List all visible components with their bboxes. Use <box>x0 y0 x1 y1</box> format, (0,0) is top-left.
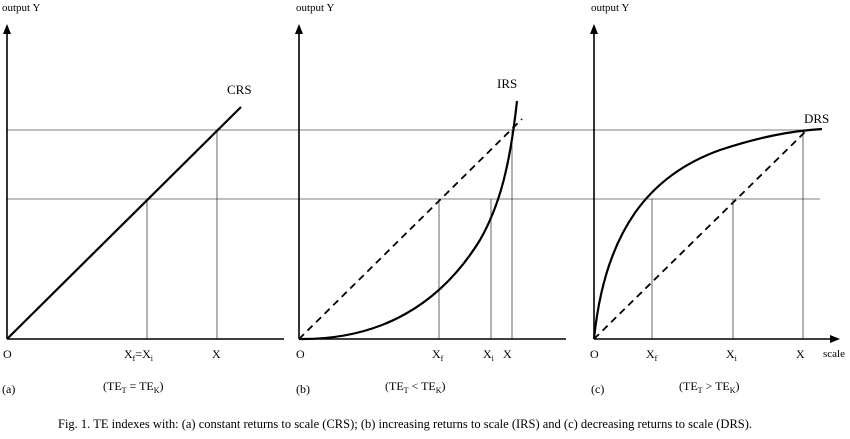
panel-b-tick-xi-sub: i <box>492 354 495 363</box>
panel-c-tick-xf-main: X <box>646 347 655 361</box>
panel-a-tick-xf-xi: Xf=Xi <box>124 347 154 363</box>
panel-a-tick-eq: =X <box>135 347 151 361</box>
cond-a-sub1: T <box>122 386 127 395</box>
panel-c-x-axis-arrow <box>830 335 840 343</box>
figure-caption: Fig. 1. TE indexes with: (a) constant re… <box>58 417 752 431</box>
panel-a: output Y CRS O Xf=Xi X (a) (TET = TEK) <box>2 2 284 396</box>
panel-c-tick-xi-sub: i <box>735 354 738 363</box>
cond-b-sub1: T <box>404 386 409 395</box>
cond-c-pre: (TE <box>679 379 698 393</box>
cond-c-sub2: K <box>730 386 736 395</box>
panel-a-tick-x: X <box>212 347 221 361</box>
panel-b-tick-xf-main: X <box>432 347 441 361</box>
panel-c-label: (c) <box>591 382 604 396</box>
cond-b-post: ) <box>442 379 446 393</box>
panel-c-y-axis-label: output Y <box>591 2 629 14</box>
panel-b-y-axis-label: output Y <box>296 2 334 14</box>
panel-b-condition: (TET < TEK) <box>385 379 446 395</box>
panel-b-tick-xi-main: X <box>483 347 492 361</box>
panel-b-tick-xi: Xi <box>483 347 495 363</box>
cond-c-sub1: T <box>698 386 703 395</box>
panel-c-x-axis-label: scale <box>823 348 845 360</box>
panel-c-tick-xf-sub: f <box>655 354 658 363</box>
panel-a-tick-xf: X <box>124 347 133 361</box>
panel-a-crs-curve <box>6 106 242 340</box>
panel-a-label: (a) <box>2 382 15 396</box>
panel-b-tick-xf: Xf <box>432 347 444 363</box>
panel-b-origin-label: O <box>296 347 305 361</box>
cond-a-sub2: K <box>154 386 160 395</box>
panel-a-tick-eq-sub: i <box>151 354 154 363</box>
cond-c-mid: > TE <box>703 379 730 393</box>
panel-a-y-axis-label: output Y <box>2 2 40 14</box>
panel-c-dashed-ray <box>593 131 806 340</box>
panel-b-irs-curve <box>298 100 519 341</box>
panel-c-tick-xi-main: X <box>726 347 735 361</box>
panel-c-tick-xi: Xi <box>726 347 738 363</box>
cond-a-pre: (TE <box>103 379 122 393</box>
panel-c-drs-curve <box>592 127 823 340</box>
panel-b-tick-x: X <box>503 347 512 361</box>
panel-b-label: (b) <box>296 382 310 396</box>
panel-c-origin-label: O <box>590 347 599 361</box>
cond-b-mid: < TE <box>409 379 436 393</box>
panel-c: output Y DRS O Xf Xi X scale (c) (TET > … <box>590 2 845 396</box>
panel-a-tick-xf-sub: f <box>133 354 136 363</box>
cond-b-sub2: K <box>436 386 442 395</box>
panel-b: output Y IRS O Xf Xi X (b) (TET < TEK) <box>295 2 566 396</box>
panel-a-origin-label: O <box>3 347 12 361</box>
panel-c-tick-x: X <box>796 347 805 361</box>
panel-b-tick-xf-sub: f <box>441 354 444 363</box>
panel-a-curve-label: CRS <box>227 82 252 97</box>
panel-a-y-axis-arrow <box>3 24 11 34</box>
panel-a-condition: (TET = TEK) <box>103 379 164 395</box>
cond-a-mid: = TE <box>127 379 154 393</box>
panel-b-y-axis-arrow <box>295 24 303 34</box>
panel-c-condition: (TET > TEK) <box>679 379 740 395</box>
panel-b-curve-label: IRS <box>497 76 517 91</box>
panel-c-tick-xf: Xf <box>646 347 658 363</box>
panel-b-dashed-ray <box>298 118 523 340</box>
cond-b-pre: (TE <box>385 379 404 393</box>
cond-a-post: ) <box>160 379 164 393</box>
cond-c-post: ) <box>736 379 740 393</box>
panel-c-y-axis-arrow <box>590 24 598 34</box>
panel-c-curve-label: DRS <box>804 111 829 126</box>
